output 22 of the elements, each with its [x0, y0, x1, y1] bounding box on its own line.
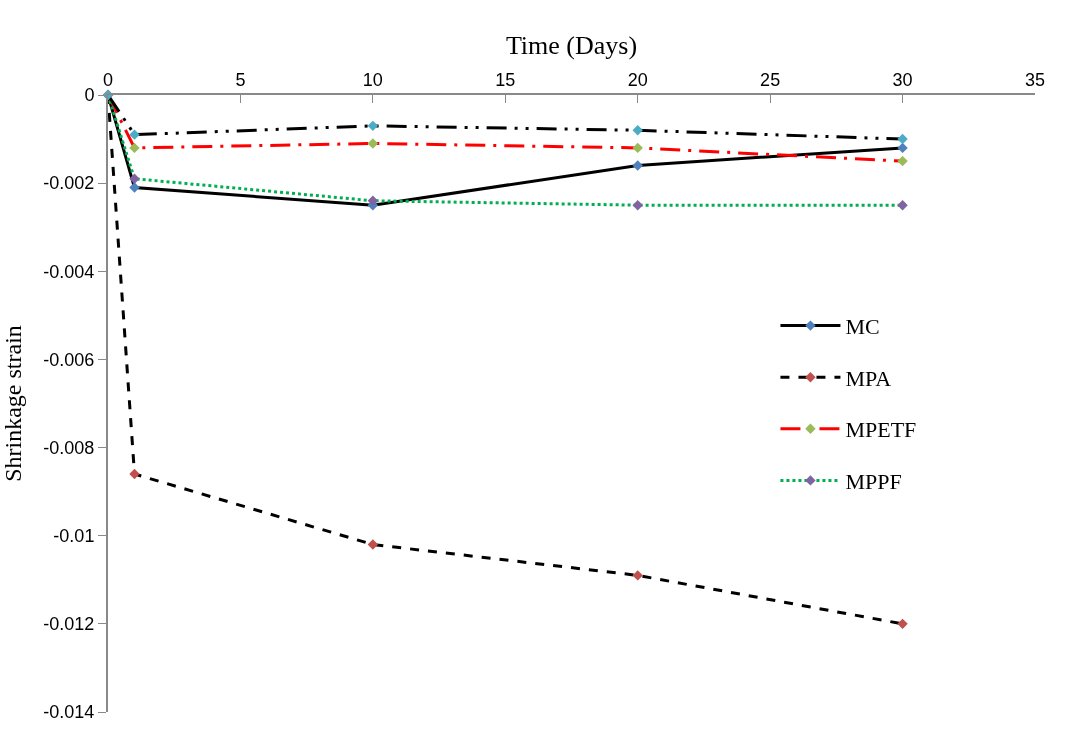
- y-axis-title: Shrinkage strain: [0, 325, 26, 482]
- x-tick-label: 25: [760, 69, 781, 90]
- legend-label: MPA: [845, 365, 892, 391]
- x-tick-label: 20: [627, 69, 648, 90]
- y-tick-label: -0.008: [43, 437, 95, 458]
- x-tick-label: 0: [102, 69, 114, 90]
- x-tick-label: 35: [1024, 69, 1046, 90]
- x-axis-title: Time (Days): [505, 30, 638, 60]
- x-tick-label: 15: [495, 69, 516, 90]
- y-tick-label: -0.01: [53, 526, 95, 547]
- x-tick-label: 10: [362, 69, 383, 90]
- y-tick-label: -0.004: [43, 261, 95, 282]
- y-tick-label: -0.002: [43, 173, 95, 194]
- x-tick-label: 30: [892, 69, 913, 90]
- y-tick-label: -0.014: [43, 702, 95, 723]
- y-tick-label: -0.012: [43, 614, 95, 635]
- y-tick-label: 0: [84, 85, 95, 106]
- x-tick-label: 5: [235, 69, 246, 90]
- legend-label: MPETF: [845, 417, 917, 443]
- y-tick-label: -0.006: [43, 349, 95, 370]
- legend-label: MC: [845, 314, 880, 340]
- legend-label: MPPF: [845, 468, 902, 494]
